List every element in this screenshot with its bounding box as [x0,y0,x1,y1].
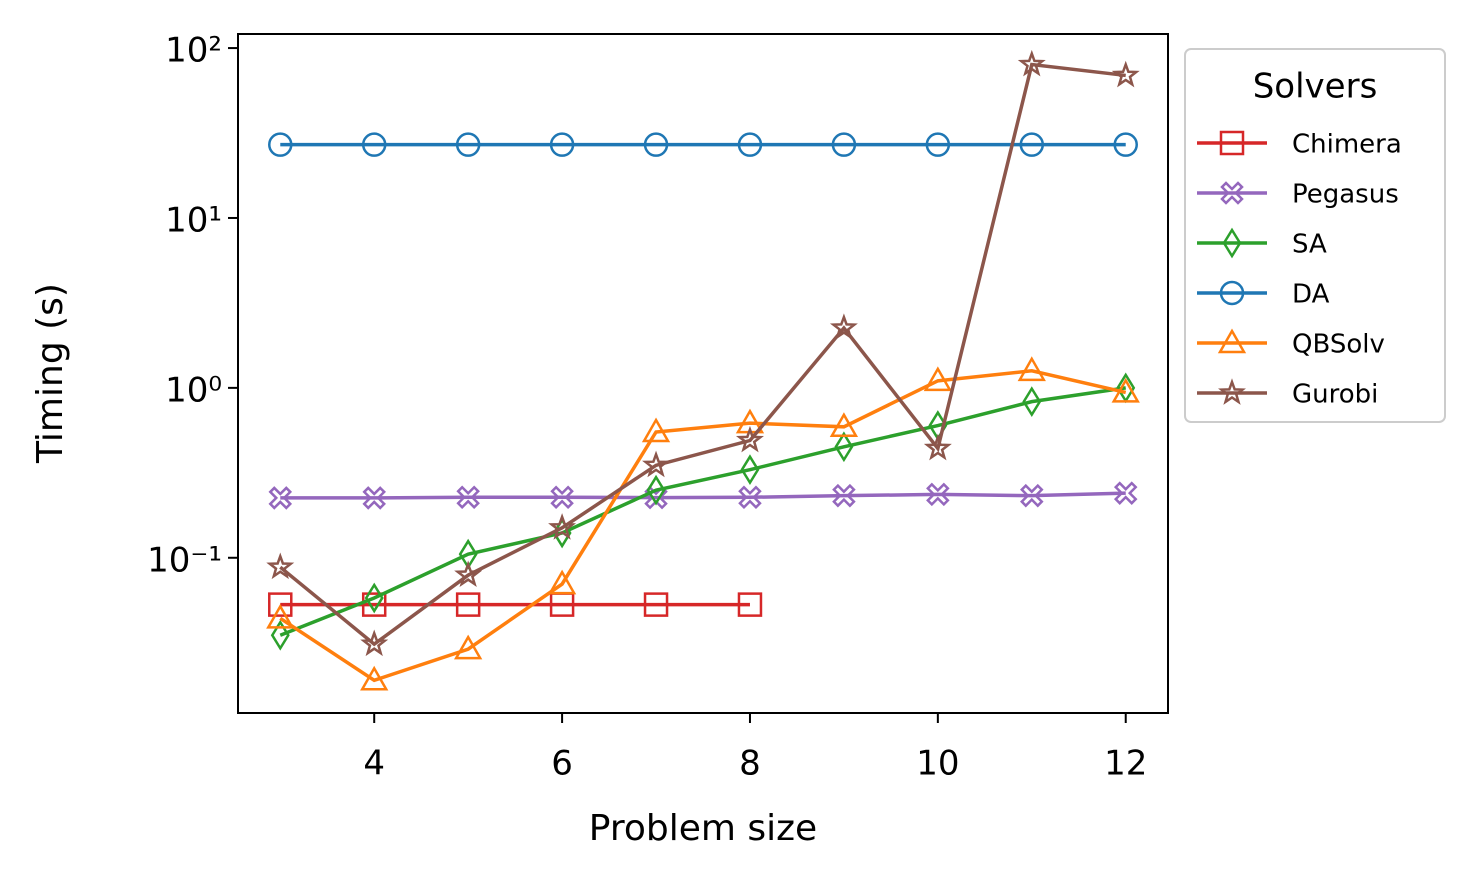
series-line [279,369,1127,683]
data-marker [268,486,293,510]
legend-marker [1219,130,1245,156]
legend-marker [1222,227,1242,259]
data-marker [455,592,481,617]
data-marker [266,552,295,580]
series-line [279,62,1126,647]
x-tick-label: 12 [1104,744,1147,784]
data-marker [456,485,480,510]
data-marker [831,132,857,157]
data-marker [829,313,858,340]
data-marker [1017,356,1046,382]
data-marker [923,366,953,392]
y-tick-label: 10⁻¹ [147,540,222,580]
data-marker [455,132,481,157]
data-marker [834,431,854,463]
data-marker [926,482,950,507]
legend-label: QBSolv [1292,330,1385,360]
data-marker [832,483,856,508]
data-marker [268,132,293,157]
data-marker [643,132,669,157]
data-marker [547,569,577,595]
data-marker [360,629,389,657]
legend-marker [1217,328,1247,354]
data-marker [270,619,290,651]
data-marker [1022,386,1042,418]
y-tick-label: 10¹ [165,200,222,240]
y-tick-label: 10⁰ [165,370,222,410]
x-tick-label: 8 [739,744,761,784]
data-marker [266,603,295,629]
data-marker [737,132,763,157]
legend-label: Pegasus [1292,180,1399,210]
data-marker [736,425,764,453]
legend-title: Solvers [1253,67,1378,107]
data-marker [1017,49,1046,77]
data-marker [1020,483,1044,508]
data-marker [925,132,951,157]
data-marker [549,132,575,157]
data-marker [361,592,387,617]
data-marker [548,513,577,540]
legend-marker [1219,280,1245,306]
data-marker [1113,481,1138,505]
y-axis-label: Timing (s) [30,283,71,464]
data-marker [923,433,952,461]
legend-label: Chimera [1292,130,1402,160]
x-tick-label: 6 [551,744,573,784]
legend-label: SA [1292,230,1327,260]
data-marker [738,485,762,510]
y-tick-label: 10² [165,31,222,71]
data-marker [740,454,760,486]
data-marker [829,412,859,438]
legend-marker [1220,181,1244,205]
data-marker [361,132,387,157]
data-marker [643,592,669,617]
series-line [280,491,1126,500]
x-tick-label: 4 [363,744,385,784]
data-marker [1113,132,1138,157]
data-marker [641,417,671,443]
data-marker [268,592,293,617]
data-marker [364,582,384,614]
plot-frame [237,33,1169,714]
data-marker [1111,377,1140,403]
series-line [279,386,1126,637]
legend-marker [1218,378,1246,405]
data-marker [1019,132,1045,157]
data-marker [1111,60,1140,88]
data-marker [362,486,386,510]
data-marker [642,450,671,478]
data-marker [646,474,666,506]
data-marker [454,560,483,588]
x-axis-label: Problem size [589,808,817,849]
data-marker [550,485,574,510]
data-marker [737,592,763,617]
legend-label: Gurobi [1292,380,1378,410]
data-marker [360,665,389,691]
data-marker [453,634,483,660]
x-tick-label: 10 [916,744,959,784]
legend-label: DA [1292,280,1330,310]
